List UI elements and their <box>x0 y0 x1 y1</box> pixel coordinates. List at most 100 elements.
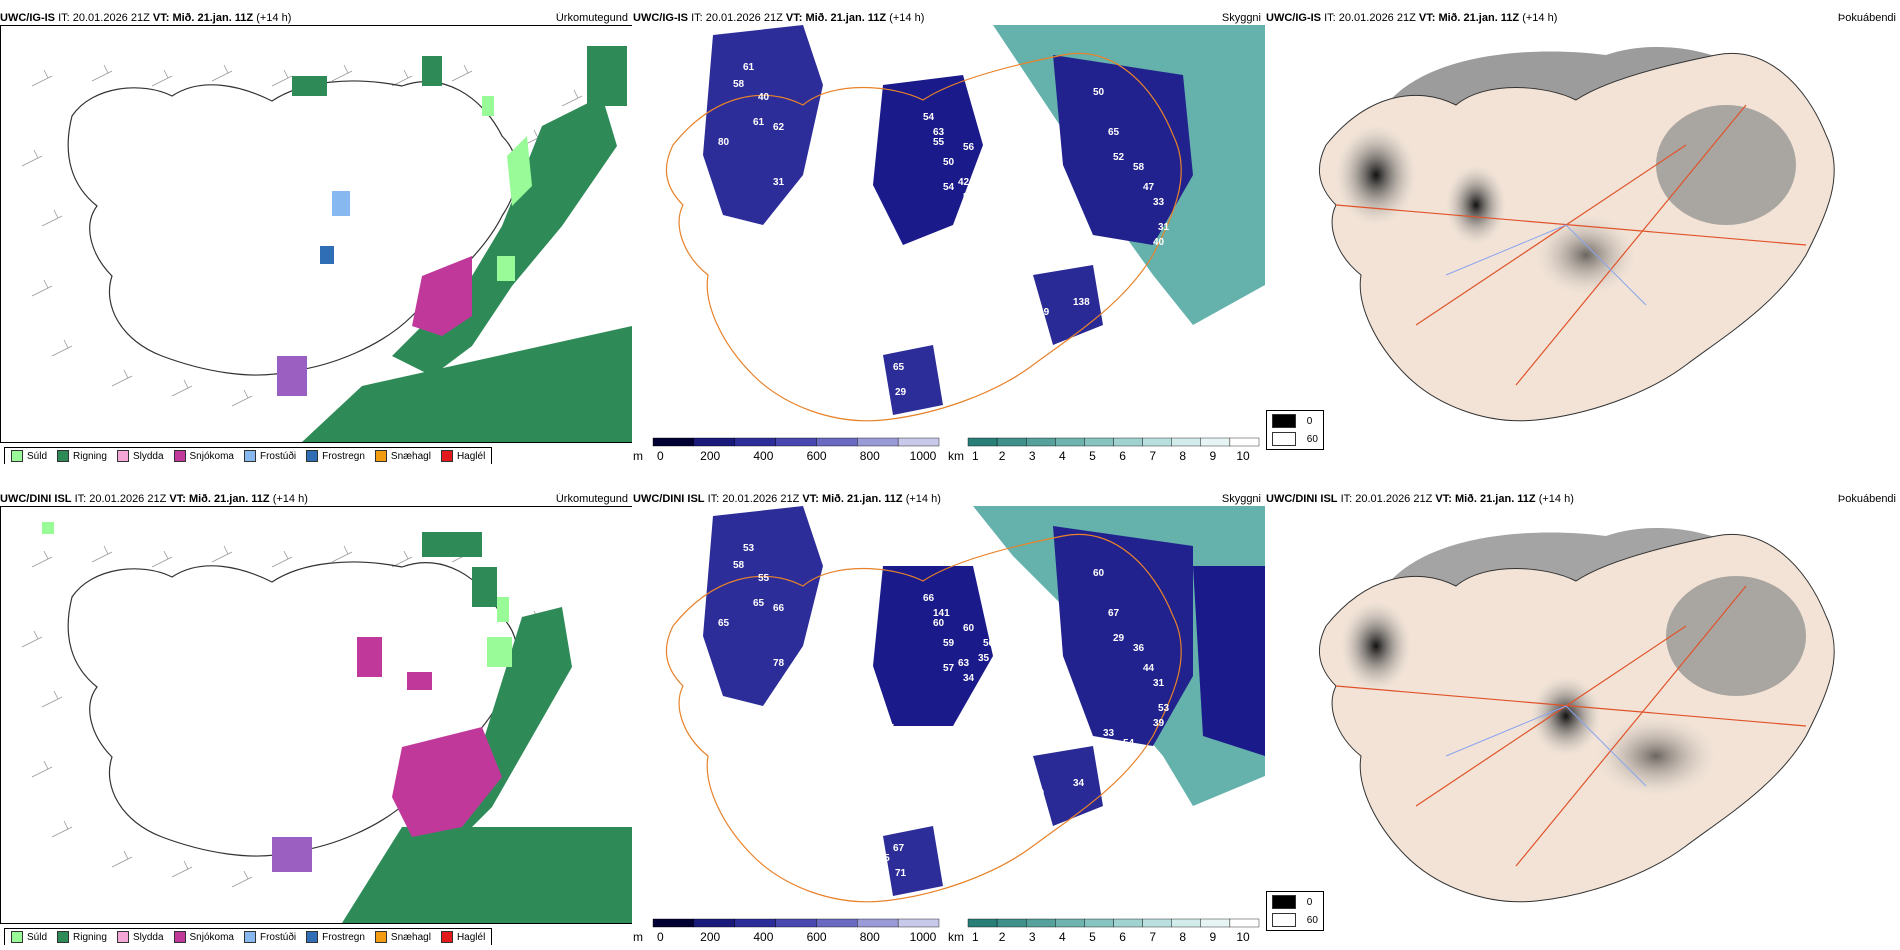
visibility-value-label: 40 <box>1153 237 1165 248</box>
colorbar-unit: m <box>633 449 643 463</box>
colorbar-cell <box>1142 918 1172 928</box>
visibility-value-label: 39 <box>1153 718 1165 729</box>
visibility-value-label: 54 <box>783 683 795 694</box>
visibility-value-label: 56 <box>983 638 995 649</box>
colorbar-tick-label: 400 <box>753 449 773 463</box>
visibility-value-label: 342 <box>973 57 990 68</box>
colorbar-cell <box>1229 918 1260 928</box>
visibility-colorbar: km 1 2 3 4 5 6 7 8 9 10 <box>948 437 1260 463</box>
visibility-value-label: 43 <box>883 242 895 253</box>
colorbar-tick-label: 1 <box>972 930 979 944</box>
visibility-value-label: 33 <box>1153 197 1165 208</box>
visibility-value-label: 59 <box>943 638 955 649</box>
visibility-value-label: 50 <box>1093 87 1105 98</box>
fog-panel-top: UWC/IG-IS IT: 20.01.2026 21Z VT: Mið. 21… <box>1266 12 1900 464</box>
colorbar-tick-label: 8 <box>1179 449 1186 463</box>
fog-panel-bottom: UWC/DINI ISL IT: 20.01.2026 21Z VT: Mið.… <box>1266 493 1900 945</box>
panel-header: UWC/IG-IS IT: 20.01.2026 21Z VT: Mið. 21… <box>0 12 292 24</box>
visibility-value-label: 46 <box>873 372 885 383</box>
visibility-value-label: 66 <box>773 603 785 614</box>
visibility-value-label: 58 <box>1133 162 1145 173</box>
colorbar-cell <box>775 918 817 928</box>
colorbar-cell <box>816 918 858 928</box>
visibility-value-label: 184 <box>1043 663 1060 674</box>
visibility-value-label: 52 <box>1013 177 1025 188</box>
height-scale: m 0 200 400 600 800 1000 <box>633 436 943 464</box>
colorbar-tick-label: 800 <box>860 930 880 944</box>
visibility-value-label: 54 <box>1133 783 1145 794</box>
colorbar-cell <box>1200 918 1231 928</box>
colorbar-tick-label: 2 <box>999 930 1006 944</box>
visibility-value-label: 36 <box>1133 643 1145 654</box>
fog-map <box>1266 25 1900 435</box>
colorbar-cell <box>652 437 695 447</box>
legend-item: Slydda <box>116 931 164 943</box>
visibility-value-label: 62 <box>773 122 785 133</box>
panel-title: Þokuábendi <box>1837 493 1896 505</box>
colorbar-unit: km <box>948 449 964 463</box>
colorbar-cell <box>857 918 899 928</box>
colorbar-cell <box>1025 437 1056 447</box>
visibility-value-label: 398 <box>833 27 850 38</box>
visibility-value-label: 29 <box>895 387 907 398</box>
visibility-value-label: 49 <box>993 187 1005 198</box>
visibility-value-label: 40 <box>1133 302 1145 313</box>
colorbar-cell <box>652 918 695 928</box>
colorbar-cell <box>1025 918 1056 928</box>
colorbar-cell <box>1113 918 1143 928</box>
fog-legend-item: 60 <box>1272 432 1318 446</box>
visibility-value-label: 65 <box>1108 127 1120 138</box>
colorbar-cell <box>734 918 776 928</box>
colorbar-cell <box>967 918 998 928</box>
visibility-value-label: 53 <box>743 543 755 554</box>
colorbar-cell <box>1171 918 1201 928</box>
colorbar-cell <box>693 437 735 447</box>
visibility-value-label: 28 <box>1123 798 1135 809</box>
visibility-value-label: 60 <box>1093 568 1105 579</box>
colorbar-tick-label: 4 <box>1059 449 1066 463</box>
visibility-value-label: 50 <box>983 157 995 168</box>
legend-item: Snjókoma <box>173 931 234 943</box>
colorbar-cell <box>1113 437 1143 447</box>
colorbar-tick-label: 0 <box>657 930 664 944</box>
visibility-value-label: 56 <box>963 142 975 153</box>
colorbar-cell <box>1142 437 1172 447</box>
colorbar-tick-label: 5 <box>1089 930 1096 944</box>
visibility-value-label: 101 <box>788 232 805 243</box>
visibility-value-label: 71 <box>895 868 907 879</box>
visibility-value-label: 58 <box>733 79 745 90</box>
colorbar-tick-label: 1000 <box>910 449 937 463</box>
legend-item: Haglél <box>440 450 485 462</box>
visibility-value-label: 50 <box>943 157 955 168</box>
visibility-value-label: 40 <box>758 92 770 103</box>
visibility-value-label: 38 <box>1148 768 1160 779</box>
height-colorbar: m 0 200 400 600 800 1000 <box>633 918 940 944</box>
colorbar-tick-label: 7 <box>1149 449 1156 463</box>
precip-map <box>0 506 632 924</box>
panel-header: UWC/DINI ISL IT: 20.01.2026 21Z VT: Mið.… <box>1266 493 1574 505</box>
visibility-value-label: 354 <box>1013 658 1030 669</box>
colorbar-cell <box>1229 437 1260 447</box>
visibility-value-label: 42 <box>958 177 970 188</box>
visibility-value-label: 32 <box>1103 322 1115 333</box>
visibility-value-label: 34 <box>1073 778 1085 789</box>
colorbar-tick-label: 8 <box>1179 930 1186 944</box>
visibility-value-label: 41 <box>1148 287 1160 298</box>
visibility-value-label: 166 <box>833 508 850 519</box>
visibility-value-label: 78 <box>773 658 785 669</box>
visibility-value-label: 69 <box>783 202 795 213</box>
fog-legend-item: 0 <box>1272 414 1318 428</box>
colorbar-cell <box>1084 918 1114 928</box>
height-colorbar: m 0 200 400 600 800 1000 <box>633 437 940 463</box>
colorbar-tick-label: 0 <box>657 449 664 463</box>
height-scale: m 0 200 400 600 800 1000 <box>633 917 943 945</box>
visibility-value-label: 35 <box>978 653 990 664</box>
visibility-value-label: 65 <box>718 618 730 629</box>
colorbar-tick-label: 600 <box>807 930 827 944</box>
visibility-value-label: 276 <box>973 538 990 549</box>
precip-map <box>0 25 632 443</box>
panel-title: Skyggni <box>1221 12 1261 24</box>
visibility-value-label: 73 <box>978 172 990 183</box>
